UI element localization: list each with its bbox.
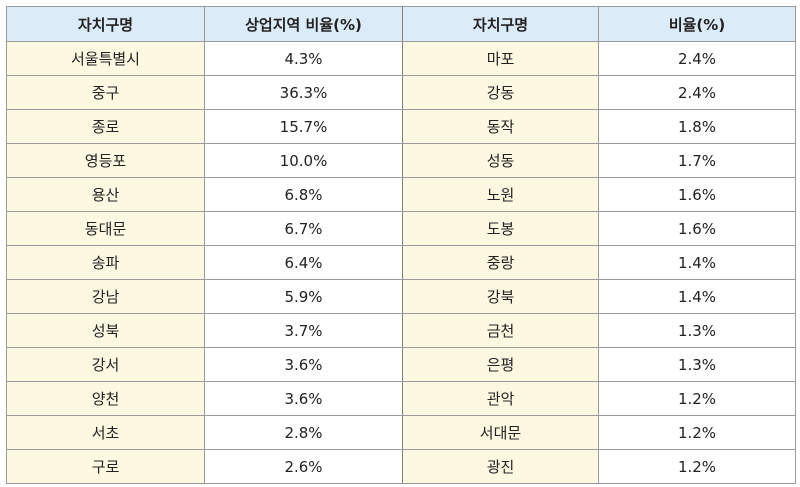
header-row: 자치구명 상업지역 비율(%) 자치구명 비율(%)	[6, 6, 796, 42]
district-name-cell: 중구	[6, 75, 205, 110]
district-name-cell: 금천	[402, 313, 599, 348]
ratio-value-cell: 10.0%	[204, 143, 403, 178]
district-name-cell: 동작	[402, 109, 599, 144]
table-row: 서울특별시 4.3% 마포 2.4%	[6, 41, 796, 76]
ratio-value-cell: 2.8%	[204, 415, 403, 450]
table-row: 동대문 6.7% 도봉 1.6%	[6, 211, 796, 246]
ratio-value-cell: 3.7%	[204, 313, 403, 348]
district-name-cell: 중랑	[402, 245, 599, 280]
district-name-cell: 도봉	[402, 211, 599, 246]
district-name-cell: 성동	[402, 143, 599, 178]
commercial-area-ratio-table: 자치구명 상업지역 비율(%) 자치구명 비율(%) 서울특별시 4.3% 마포 2.…	[6, 6, 796, 484]
district-name-cell: 은평	[402, 347, 599, 382]
ratio-value-cell: 2.4%	[598, 41, 796, 76]
ratio-value-cell: 1.3%	[598, 347, 796, 382]
district-name-cell: 용산	[6, 177, 205, 212]
district-name-cell: 강동	[402, 75, 599, 110]
ratio-value-cell: 2.6%	[204, 449, 403, 484]
ratio-value-cell: 15.7%	[204, 109, 403, 144]
table-row: 중구 36.3% 강동 2.4%	[6, 75, 796, 110]
district-name-cell: 서초	[6, 415, 205, 450]
district-name-cell: 강북	[402, 279, 599, 314]
district-name-cell: 마포	[402, 41, 599, 76]
ratio-value-cell: 1.8%	[598, 109, 796, 144]
table-row: 서초 2.8% 서대문 1.2%	[6, 415, 796, 450]
table-row: 구로 2.6% 광진 1.2%	[6, 449, 796, 484]
district-name-cell: 강남	[6, 279, 205, 314]
ratio-value-cell: 1.2%	[598, 381, 796, 416]
header-district-right: 자치구명	[402, 6, 599, 42]
ratio-value-cell: 1.6%	[598, 177, 796, 212]
district-name-cell: 노원	[402, 177, 599, 212]
ratio-value-cell: 2.4%	[598, 75, 796, 110]
ratio-value-cell: 1.7%	[598, 143, 796, 178]
table-row: 성북 3.7% 금천 1.3%	[6, 313, 796, 348]
table-row: 용산 6.8% 노원 1.6%	[6, 177, 796, 212]
district-name-cell: 영등포	[6, 143, 205, 178]
district-name-cell: 서대문	[402, 415, 599, 450]
ratio-value-cell: 1.4%	[598, 279, 796, 314]
ratio-value-cell: 5.9%	[204, 279, 403, 314]
ratio-value-cell: 6.4%	[204, 245, 403, 280]
table-row: 강남 5.9% 강북 1.4%	[6, 279, 796, 314]
ratio-value-cell: 1.6%	[598, 211, 796, 246]
ratio-value-cell: 1.4%	[598, 245, 796, 280]
ratio-value-cell: 3.6%	[204, 381, 403, 416]
district-name-cell: 성북	[6, 313, 205, 348]
district-name-cell: 송파	[6, 245, 205, 280]
header-ratio-right: 비율(%)	[598, 6, 796, 42]
ratio-value-cell: 1.2%	[598, 415, 796, 450]
table-body: 서울특별시 4.3% 마포 2.4% 중구 36.3% 강동 2.4% 종로 15.7% 동작 1.8…	[6, 41, 796, 484]
ratio-value-cell: 1.2%	[598, 449, 796, 484]
header-district-left: 자치구명	[6, 6, 205, 42]
district-name-cell: 양천	[6, 381, 205, 416]
ratio-value-cell: 3.6%	[204, 347, 403, 382]
ratio-value-cell: 6.7%	[204, 211, 403, 246]
commercial-area-ratio-table-container: 자치구명 상업지역 비율(%) 자치구명 비율(%) 서울특별시 4.3% 마포 2.…	[6, 6, 796, 484]
district-name-cell: 종로	[6, 109, 205, 144]
table-row: 양천 3.6% 관악 1.2%	[6, 381, 796, 416]
district-name-cell: 동대문	[6, 211, 205, 246]
district-name-cell: 서울특별시	[6, 41, 205, 76]
table-row: 종로 15.7% 동작 1.8%	[6, 109, 796, 144]
header-ratio-left: 상업지역 비율(%)	[204, 6, 403, 42]
district-name-cell: 강서	[6, 347, 205, 382]
table-row: 송파 6.4% 중랑 1.4%	[6, 245, 796, 280]
ratio-value-cell: 36.3%	[204, 75, 403, 110]
ratio-value-cell: 1.3%	[598, 313, 796, 348]
table-row: 강서 3.6% 은평 1.3%	[6, 347, 796, 382]
district-name-cell: 광진	[402, 449, 599, 484]
ratio-value-cell: 6.8%	[204, 177, 403, 212]
table-row: 영등포 10.0% 성동 1.7%	[6, 143, 796, 178]
district-name-cell: 관악	[402, 381, 599, 416]
ratio-value-cell: 4.3%	[204, 41, 403, 76]
district-name-cell: 구로	[6, 449, 205, 484]
